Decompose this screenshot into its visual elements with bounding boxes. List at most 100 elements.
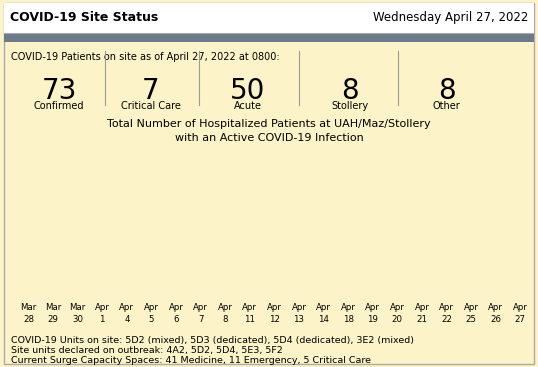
Text: Apr: Apr: [390, 303, 405, 312]
Text: Site units declared on outbreak: 4A2, 5D2, 5D4, 5E3, 5F2: Site units declared on outbreak: 4A2, 5D…: [11, 346, 282, 355]
Text: Apr: Apr: [144, 303, 159, 312]
Text: Total Number of Hospitalized Patients at UAH/Maz/Stollery
with an Active COVID-1: Total Number of Hospitalized Patients at…: [107, 119, 431, 143]
Text: 21: 21: [416, 315, 428, 324]
Point: [98, 265, 107, 271]
Text: Stollery: Stollery: [331, 101, 369, 111]
Text: 4: 4: [124, 315, 130, 324]
Text: 14: 14: [318, 315, 329, 324]
Text: Apr: Apr: [489, 303, 503, 312]
Text: 57: 57: [318, 220, 329, 229]
Text: 22: 22: [441, 315, 452, 324]
Text: Mar: Mar: [20, 303, 37, 312]
Text: 42: 42: [97, 252, 108, 261]
Text: Critical Care: Critical Care: [121, 101, 181, 111]
Text: 13: 13: [293, 315, 305, 324]
Text: Current Surge Capacity Spaces: 41 Medicine, 11 Emergency, 5 Critical Care: Current Surge Capacity Spaces: 41 Medici…: [11, 356, 371, 366]
Text: Acute: Acute: [233, 101, 261, 111]
Point: [417, 244, 426, 250]
Text: Apr: Apr: [439, 303, 454, 312]
Text: 52: 52: [416, 231, 428, 240]
Text: Mar: Mar: [69, 303, 86, 312]
Text: 11: 11: [244, 315, 256, 324]
Text: 61: 61: [367, 212, 379, 221]
Text: Apr: Apr: [316, 303, 331, 312]
Text: 8: 8: [341, 77, 358, 105]
Text: Apr: Apr: [242, 303, 257, 312]
Text: Apr: Apr: [464, 303, 479, 312]
Text: 46: 46: [23, 244, 34, 252]
Text: 49: 49: [146, 237, 157, 246]
Text: 1: 1: [100, 315, 105, 324]
Text: 8: 8: [222, 315, 228, 324]
Text: 38: 38: [72, 261, 83, 270]
Text: 40: 40: [47, 257, 59, 265]
Bar: [4, 33, 534, 42]
Text: 18: 18: [343, 315, 353, 324]
Text: 20: 20: [392, 315, 403, 324]
Point: [123, 240, 131, 246]
Text: 7: 7: [142, 77, 159, 105]
Text: Apr: Apr: [414, 303, 429, 312]
Text: Apr: Apr: [95, 303, 110, 312]
Text: Apr: Apr: [513, 303, 528, 312]
Point: [393, 235, 402, 241]
Text: 5: 5: [148, 315, 154, 324]
Text: 41: 41: [195, 254, 206, 263]
Text: Apr: Apr: [168, 303, 183, 312]
Text: 7: 7: [198, 315, 203, 324]
Text: Apr: Apr: [119, 303, 134, 312]
Point: [49, 269, 58, 275]
Text: Apr: Apr: [365, 303, 380, 312]
Text: Wednesday April 27, 2022: Wednesday April 27, 2022: [373, 11, 528, 25]
Text: 71: 71: [268, 190, 280, 199]
Text: 62: 62: [343, 210, 354, 218]
Point: [221, 242, 230, 248]
Point: [319, 233, 328, 239]
Point: [344, 222, 352, 228]
Text: 56: 56: [392, 222, 403, 231]
Point: [196, 267, 205, 273]
Text: 69: 69: [490, 195, 501, 204]
Point: [147, 250, 155, 256]
Text: Apr: Apr: [193, 303, 208, 312]
Text: 73: 73: [41, 77, 77, 105]
Point: [491, 208, 500, 214]
Text: 74: 74: [293, 184, 305, 193]
Text: Apr: Apr: [292, 303, 307, 312]
Text: 67: 67: [244, 199, 256, 208]
Text: 30: 30: [72, 315, 83, 324]
Text: 27: 27: [515, 315, 526, 324]
Text: 12: 12: [269, 315, 280, 324]
Text: 28: 28: [23, 315, 34, 324]
Point: [442, 229, 451, 235]
Text: COVID-19 Patients on site as of April 27, 2022 at 0800:: COVID-19 Patients on site as of April 27…: [11, 52, 279, 62]
Text: 26: 26: [490, 315, 501, 324]
Text: 8: 8: [438, 77, 455, 105]
Text: 50: 50: [230, 77, 265, 105]
Text: 25: 25: [465, 315, 477, 324]
Text: COVID-19 Site Status: COVID-19 Site Status: [10, 11, 158, 25]
Point: [245, 212, 254, 218]
Point: [24, 257, 33, 262]
Text: 73: 73: [514, 186, 526, 195]
Point: [295, 197, 303, 203]
Text: 59: 59: [441, 216, 452, 225]
Point: [467, 214, 476, 220]
Text: 46: 46: [171, 244, 182, 252]
Point: [369, 225, 377, 230]
Text: COVID-19 Units on site: 5D2 (mixed), 5D3 (dedicated), 5D4 (dedicated), 3E2 (mixe: COVID-19 Units on site: 5D2 (mixed), 5D3…: [11, 336, 414, 345]
Bar: [4, 3, 534, 33]
Text: 66: 66: [465, 201, 477, 210]
Text: 19: 19: [367, 315, 378, 324]
Text: 53: 53: [220, 229, 231, 238]
Point: [270, 203, 279, 209]
Point: [172, 257, 180, 262]
Point: [516, 199, 525, 205]
Text: Apr: Apr: [341, 303, 356, 312]
Text: Other: Other: [433, 101, 461, 111]
Text: Confirmed: Confirmed: [34, 101, 84, 111]
Text: 54: 54: [121, 226, 132, 236]
Text: Apr: Apr: [218, 303, 232, 312]
Text: Mar: Mar: [45, 303, 61, 312]
Text: 6: 6: [173, 315, 179, 324]
